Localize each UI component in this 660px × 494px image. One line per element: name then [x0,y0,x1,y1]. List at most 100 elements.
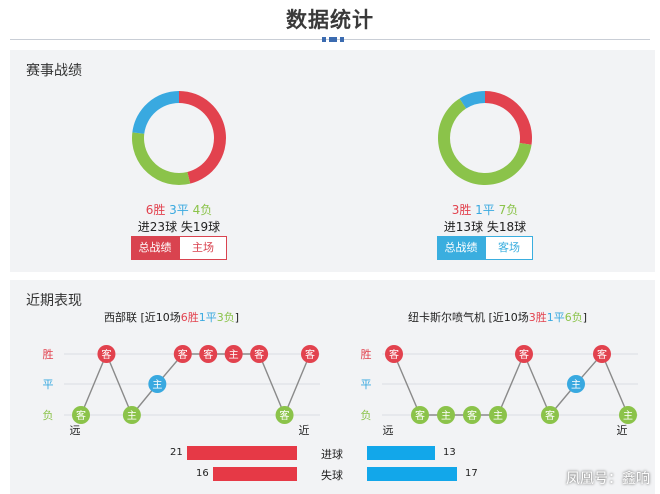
home-goals-summary: 进23球 失19球 [79,218,279,235]
home-form-point [275,406,294,424]
away-form-chart: 胜平负客客主客主客客主客主远近 [361,345,638,437]
away-donut-slice-win [485,91,532,145]
away-form-point [593,345,611,363]
away-conceded-value: 17 [465,468,478,479]
title-divider-mark [329,37,337,42]
home-donut-slice-loss [132,132,191,185]
away-form-point [463,406,481,424]
home-form-venue-label: 客 [203,348,213,361]
home-form-wins: 6胜 [180,311,199,324]
home-conceded-value: 16 [196,468,209,479]
home-form-venue-label: 客 [305,348,315,361]
away-overall-record-button[interactable]: 总战绩 [437,236,485,260]
home-form-venue-label: 主 [127,410,137,422]
home-venue-record-button[interactable]: 主场 [179,236,227,260]
recent-form-card: 近期表现 西部联 [近10场6胜1平3负] 纽卡斯尔喷气机 [近10场3胜1平6… [10,280,655,494]
home-record-summary: 6胜 3平 4负 [79,201,279,218]
away-form-axis-label: 负 [361,408,372,422]
record-card-title: 赛事战绩 [26,63,82,79]
home-form-draws: 1平 [198,311,217,324]
home-goals-bar [187,446,297,460]
home-goals-against: 失19球 [180,220,221,234]
away-form-losses: 6负 [564,311,583,324]
home-form-chart: 胜平负 客客主主客客主客客客远近 [43,345,320,437]
away-team-name: 纽卡斯尔喷气机 [408,311,485,324]
away-goals-value: 13 [443,447,456,458]
away-form-point [437,406,455,424]
home-form-axis-label: 平 [43,378,54,391]
away-form-venue-label: 客 [389,348,399,361]
home-conceded-bar [213,467,297,481]
home-form-axis-label: 负 [43,408,54,422]
home-form-losses: 3负 [216,311,235,324]
away-form-venue-label: 客 [415,409,425,422]
away-venue-record-button[interactable]: 客场 [485,236,533,260]
home-donut-slice-draw [132,91,179,134]
home-form-point [199,345,218,363]
home-form-venue-label: 客 [280,409,290,422]
home-overall-record-button[interactable]: 总战绩 [131,236,179,260]
away-form-venue-label: 客 [467,409,477,422]
home-form-caption: 西部联 [近10场6胜1平3负] [104,311,240,324]
title-divider-mark [340,37,344,42]
home-form-point [148,375,167,393]
home-form-point [224,345,243,363]
home-win-count: 6胜 [145,203,166,217]
away-form-point [385,345,403,363]
away-form-point [567,375,585,393]
home-loss-count: 4负 [192,203,213,217]
away-form-venue-label: 客 [545,409,555,422]
away-form-venue-label: 主 [623,410,633,422]
away-form-point [619,406,637,424]
away-form-venue-label: 主 [441,410,451,422]
away-form-point [515,345,533,363]
away-form-point [489,406,507,424]
away-win-count: 3胜 [451,203,472,217]
home-goals-value: 21 [170,447,183,458]
away-conceded-bar [367,467,457,481]
home-form-point [122,406,141,424]
home-form-point [97,345,116,363]
away-form-near-label: 近 [617,424,628,437]
home-form-venue-label: 客 [76,409,86,422]
away-form-venue-label: 主 [571,379,581,391]
away-form-venue-label: 客 [597,348,607,361]
page-title: 数据统计 [286,8,374,32]
home-record-donut [132,91,226,185]
watermark: 凤凰号：鑫响 [566,471,650,487]
home-form-far-label: 远 [70,424,81,437]
home-team-name: 西部联 [104,311,137,324]
away-goals-for: 进13球 [443,220,484,234]
away-goals-bar [367,446,435,460]
home-form-line [80,352,311,417]
goals-label: 进球 [321,448,343,461]
home-goals-for: 进23球 [137,220,178,234]
home-form-point [173,345,192,363]
away-loss-count: 7负 [498,203,519,217]
away-form-point [541,406,559,424]
away-form-far-label: 远 [383,424,394,437]
home-donut-slice-win [179,91,226,184]
away-form-venue-label: 主 [493,410,503,422]
away-form-axis-label: 平 [361,378,372,391]
recent-form-title: 近期表现 [26,293,82,309]
away-record-donut [438,91,532,185]
home-draw-count: 3平 [169,203,189,217]
away-form-draws: 1平 [546,311,565,324]
away-goals-summary: 进13球 失18球 [385,218,585,235]
away-form-axis-label: 胜 [361,347,372,361]
home-form-near-label: 近 [299,424,310,437]
away-form-line [393,352,629,417]
record-card: 赛事战绩 6胜 3平 4负 进23球 失19球 总战绩 主场 3胜 1平 7负 … [10,50,655,272]
home-form-venue-label: 客 [254,348,264,361]
conceded-label: 失球 [321,469,343,482]
away-draw-count: 1平 [475,203,495,217]
title-divider-mark [322,37,326,42]
home-form-venue-label: 主 [152,379,162,391]
home-form-point [301,345,319,363]
home-form-axis-label: 胜 [43,347,54,361]
home-form-venue-label: 客 [178,348,188,361]
away-form-caption: 纽卡斯尔喷气机 [近10场3胜1平6负] [408,311,588,324]
home-form-point [72,406,90,424]
away-form-venue-label: 客 [519,348,529,361]
